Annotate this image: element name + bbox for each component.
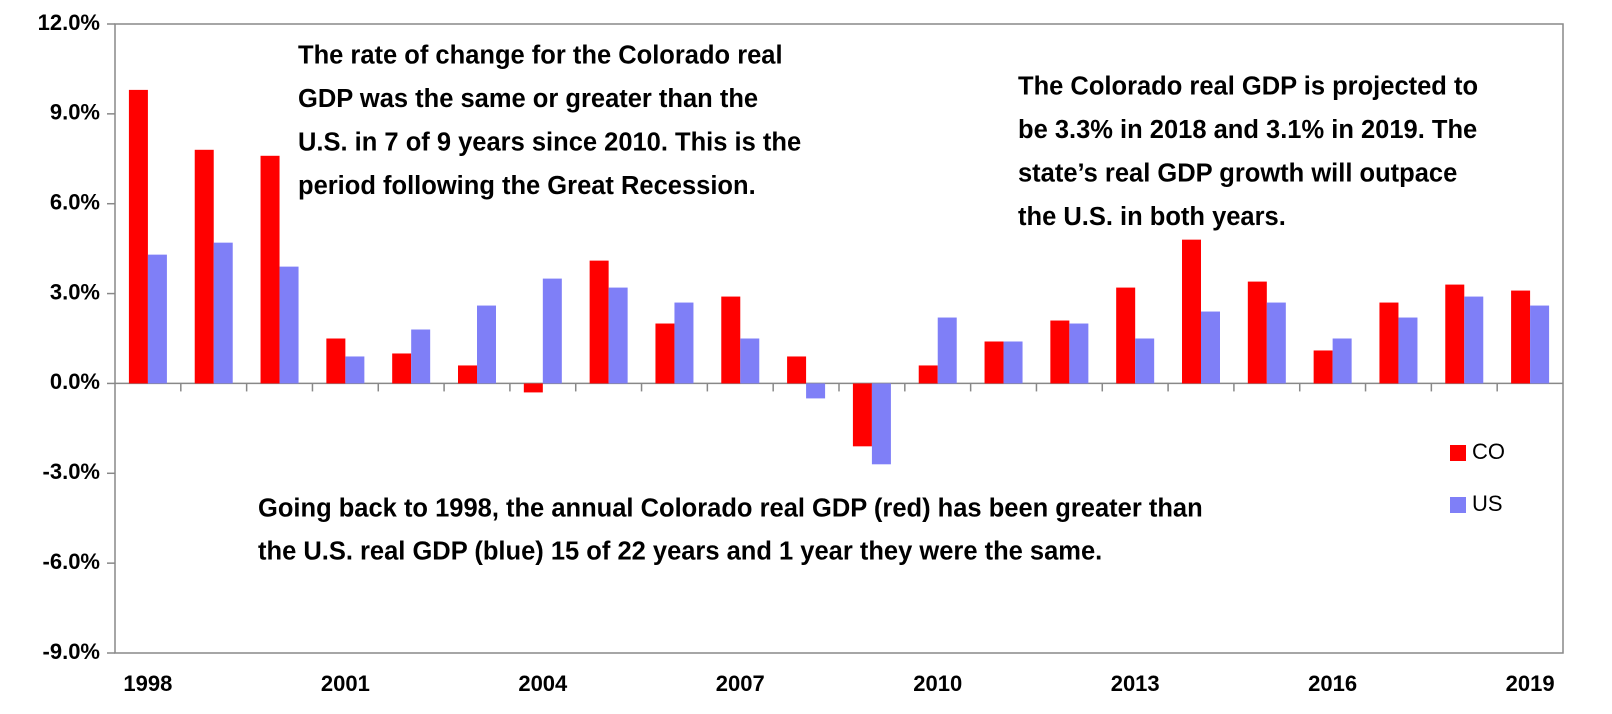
bar: [392, 353, 412, 384]
bar: [147, 254, 167, 384]
bar: [937, 317, 957, 384]
x-tick-label: 2016: [1308, 671, 1357, 696]
bar: [326, 338, 346, 384]
annotation: state’s real GDP growth will outpace: [1018, 160, 1457, 188]
bar: [852, 383, 872, 447]
bar: [345, 356, 365, 384]
legend-swatch: [1450, 445, 1466, 461]
bar: [1464, 296, 1484, 384]
y-tick-label: 9.0%: [50, 100, 100, 125]
bar: [1379, 302, 1399, 384]
bar: [194, 149, 214, 384]
legend-label: US: [1472, 491, 1503, 516]
y-tick-label: -6.0%: [43, 549, 100, 574]
bar: [1511, 290, 1531, 384]
bar: [1201, 311, 1220, 384]
y-tick-label: 6.0%: [50, 190, 100, 215]
bar: [1135, 338, 1155, 384]
y-tick-label: -3.0%: [43, 459, 100, 484]
bar: [213, 242, 233, 384]
annotation: be 3.3% in 2018 and 3.1% in 2019. The: [1018, 116, 1477, 144]
bar: [1182, 239, 1201, 384]
x-tick-label: 2001: [321, 671, 370, 696]
annotation: the U.S. real GDP (blue) 15 of 22 years …: [258, 538, 1102, 566]
annotation: The rate of change for the Colorado real: [298, 42, 783, 70]
bar: [589, 260, 609, 384]
x-tick-label: 1998: [123, 671, 172, 696]
bar: [871, 383, 891, 465]
bar: [279, 266, 299, 384]
bar: [1266, 302, 1286, 384]
bar: [984, 341, 1004, 384]
annotation: the U.S. in both years.: [1018, 203, 1286, 231]
bar: [1445, 284, 1465, 384]
bar: [458, 365, 477, 384]
bar: [1332, 338, 1352, 384]
bar: [1313, 350, 1333, 384]
x-tick-label: 2007: [716, 671, 765, 696]
bar: [674, 302, 694, 384]
y-tick-label: 0.0%: [50, 369, 100, 394]
bar: [477, 305, 496, 384]
bar: [721, 296, 741, 384]
annotation: period following the Great Recession.: [298, 172, 756, 200]
bar: [1069, 323, 1089, 384]
x-tick-label: 2019: [1506, 671, 1555, 696]
annotation: Going back to 1998, the annual Colorado …: [258, 495, 1203, 523]
x-tick-label: 2004: [518, 671, 568, 696]
bar: [655, 323, 675, 384]
bar: [542, 278, 562, 384]
plot-frame: [114, 23, 1564, 654]
legend-swatch: [1450, 497, 1466, 513]
bar: [1530, 305, 1550, 384]
annotation: U.S. in 7 of 9 years since 2010. This is…: [298, 129, 801, 157]
y-tick-label: -9.0%: [43, 639, 100, 664]
x-tick-label: 2010: [913, 671, 962, 696]
bar: [1398, 317, 1418, 384]
bar: [740, 338, 760, 384]
bar: [411, 329, 431, 384]
bar: [1247, 281, 1267, 384]
bar: [260, 155, 280, 384]
x-tick-label: 2013: [1111, 671, 1160, 696]
bar: [1116, 287, 1136, 384]
annotation: The Colorado real GDP is projected to: [1018, 73, 1478, 101]
bar: [523, 383, 543, 393]
bar: [1050, 320, 1070, 384]
y-tick-label: 12.0%: [38, 10, 100, 35]
bar: [787, 356, 807, 384]
annotation: GDP was the same or greater than the: [298, 85, 758, 113]
bar: [1003, 341, 1023, 384]
legend-label: CO: [1472, 439, 1505, 464]
bar: [806, 383, 826, 399]
y-tick-label: 3.0%: [50, 279, 100, 304]
bar: [918, 365, 938, 384]
bar: [608, 287, 628, 384]
bar: [128, 89, 148, 384]
